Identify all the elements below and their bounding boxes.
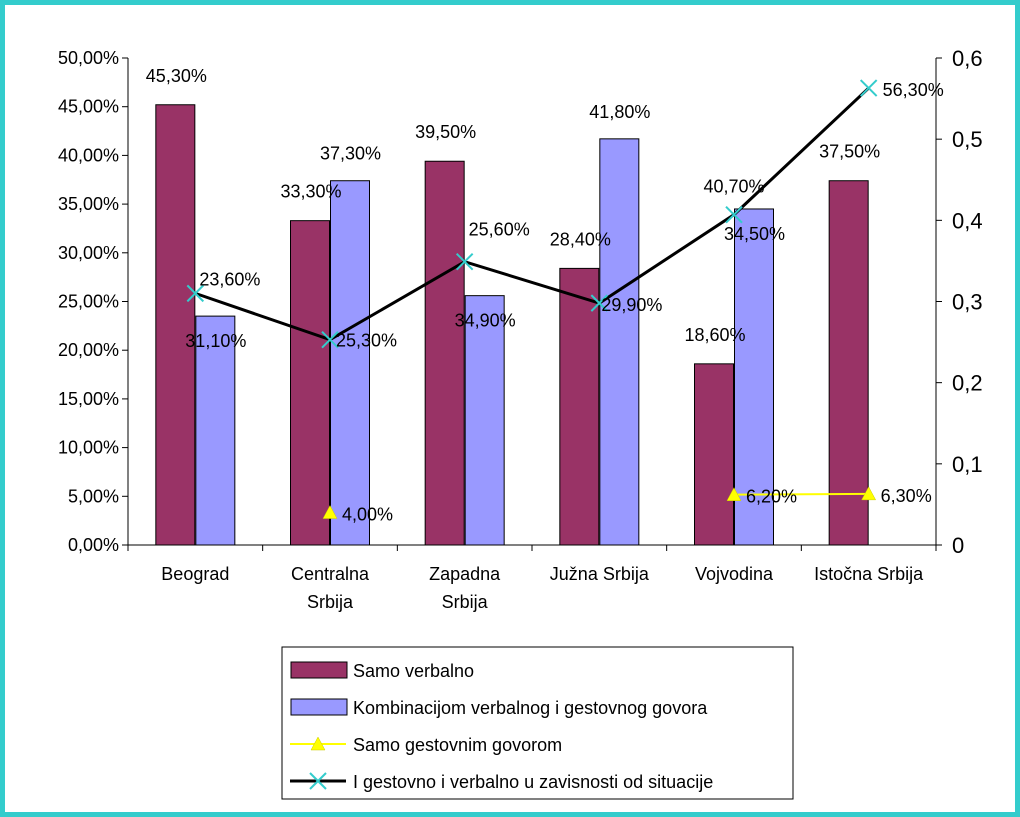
bar-samo-verbalno (155, 104, 196, 546)
right-axis-tick-label: 0,1 (952, 452, 983, 477)
marker-triangle-gestovnim (726, 487, 742, 501)
data-label-kombinacijom: 37,30% (320, 144, 381, 164)
marker-x-gestovno-i-verbalno (186, 284, 205, 303)
bar-samo-verbalno (424, 160, 465, 546)
right-axis-tick-label: 0 (952, 533, 964, 558)
bar-kombinacijom (599, 138, 640, 546)
data-label-samo-verbalno: 18,60% (684, 325, 745, 345)
data-label-gestovnim: 6,20% (746, 487, 797, 507)
x-axis-category-label: Istočna Srbija (814, 564, 924, 584)
legend-entry-label: Samo verbalno (353, 661, 474, 681)
legend-entry-label: Kombinacijom verbalnog i gestovnog govor… (353, 698, 708, 718)
marker-x-gestovno-i-verbalno (859, 79, 878, 97)
left-axis-tick-label: 20,00% (58, 340, 119, 360)
legend-entry-label: Samo gestovnim govorom (353, 735, 562, 755)
bar-samo-verbalno (828, 180, 869, 546)
data-label-kombinacijom: 34,90% (455, 311, 516, 331)
left-axis-tick-label: 50,00% (58, 48, 119, 68)
data-label-samo-verbalno: 28,40% (550, 229, 611, 249)
data-label-gestovno-i-verbalno: 29,90% (601, 295, 662, 315)
right-axis-tick-label: 0,6 (952, 46, 983, 71)
legend-swatch-marker (309, 772, 327, 790)
legend-swatch (290, 661, 348, 679)
left-axis-tick-label: 35,00% (58, 194, 119, 214)
marker-triangle-gestovnim (322, 505, 338, 519)
x-axis-category-label: Južna Srbija (550, 564, 650, 584)
marker-triangle-gestovnim (861, 486, 877, 501)
marker-x-gestovno-i-verbalno (321, 330, 339, 349)
bar-samo-verbalno (290, 220, 330, 546)
bar-kombinacijom (195, 315, 236, 546)
marker-x-gestovno-i-verbalno (455, 253, 474, 271)
right-axis-tick-label: 0,4 (952, 208, 983, 233)
data-label-samo-verbalno: 45,30% (146, 66, 207, 86)
x-axis-category-label: Centralna (291, 564, 370, 584)
data-label-kombinacijom: 34,50% (724, 224, 785, 244)
data-label-gestovno-i-verbalno: 25,60% (469, 220, 530, 240)
x-axis-category-label: Vojvodina (695, 564, 774, 584)
data-label-kombinacijom: 41,80% (589, 102, 650, 122)
x-axis-category-label: Srbija (307, 592, 354, 612)
data-label-samo-verbalno: 37,50% (819, 142, 880, 162)
right-axis-tick-label: 0,5 (952, 127, 983, 152)
left-axis-tick-label: 5,00% (68, 486, 119, 506)
legend-entry-label: I gestovno i verbalno u zavisnosti od si… (353, 772, 713, 792)
left-axis-tick-label: 45,00% (58, 97, 119, 117)
data-label-samo-verbalno: 33,30% (280, 182, 341, 202)
left-axis-tick-label: 0,00% (68, 535, 119, 555)
legend-swatch-marker (310, 736, 326, 751)
chart-frame: 0,00% 5,00% 10,00% 15,00% 20,00% 25,00% 30,00%… (5, 5, 1015, 812)
line-segment-gestovnim (733, 492, 869, 496)
marker-x-gestovno-i-verbalno (590, 294, 609, 312)
x-axis-category-label: Srbija (442, 592, 489, 612)
right-axis-tick-label: 0,2 (952, 371, 983, 396)
data-label-gestovno-i-verbalno: 25,30% (336, 331, 397, 351)
left-axis-tick-label: 25,00% (58, 292, 119, 312)
combo-chart: 0,00% 5,00% 10,00% 15,00% 20,00% 25,00% 30,00%… (58, 46, 983, 800)
data-label-kombinacijom: 31,10% (185, 331, 246, 351)
marker-x-gestovno-i-verbalno (725, 205, 743, 224)
left-axis-tick-label: 40,00% (58, 145, 119, 165)
left-axis-tick-label: 30,00% (58, 243, 119, 263)
x-axis-category-label: Zapadna (429, 564, 501, 584)
line-gestovno-i-verbalno (194, 86, 870, 342)
legend: Samo verbalno Kombinacijom verbalnog i ge… (281, 646, 794, 800)
bar-kombinacijom (330, 180, 370, 546)
plot-area: 0,00% 5,00% 10,00% 15,00% 20,00% 25,00% 30,00%… (58, 46, 983, 612)
data-label-gestovnim: 6,30% (881, 486, 932, 506)
data-label-gestovno-i-verbalno: 56,30% (883, 80, 944, 100)
bar-kombinacijom (464, 295, 505, 546)
left-axis-tick-label: 10,00% (58, 438, 119, 458)
bar-kombinacijom (734, 208, 774, 546)
legend-swatch (290, 698, 348, 716)
legend-box (281, 646, 794, 800)
left-axis-tick-label: 15,00% (58, 389, 119, 409)
data-label-gestovno-i-verbalno: 40,70% (703, 177, 764, 197)
bar-samo-verbalno (694, 363, 734, 546)
data-label-gestovnim: 4,00% (342, 505, 393, 525)
data-label-samo-verbalno: 39,50% (415, 122, 476, 142)
data-label-gestovno-i-verbalno: 23,60% (199, 269, 260, 289)
x-axis-category-label: Beograd (161, 564, 229, 584)
bar-samo-verbalno (559, 267, 600, 546)
right-axis-tick-label: 0,3 (952, 290, 983, 315)
